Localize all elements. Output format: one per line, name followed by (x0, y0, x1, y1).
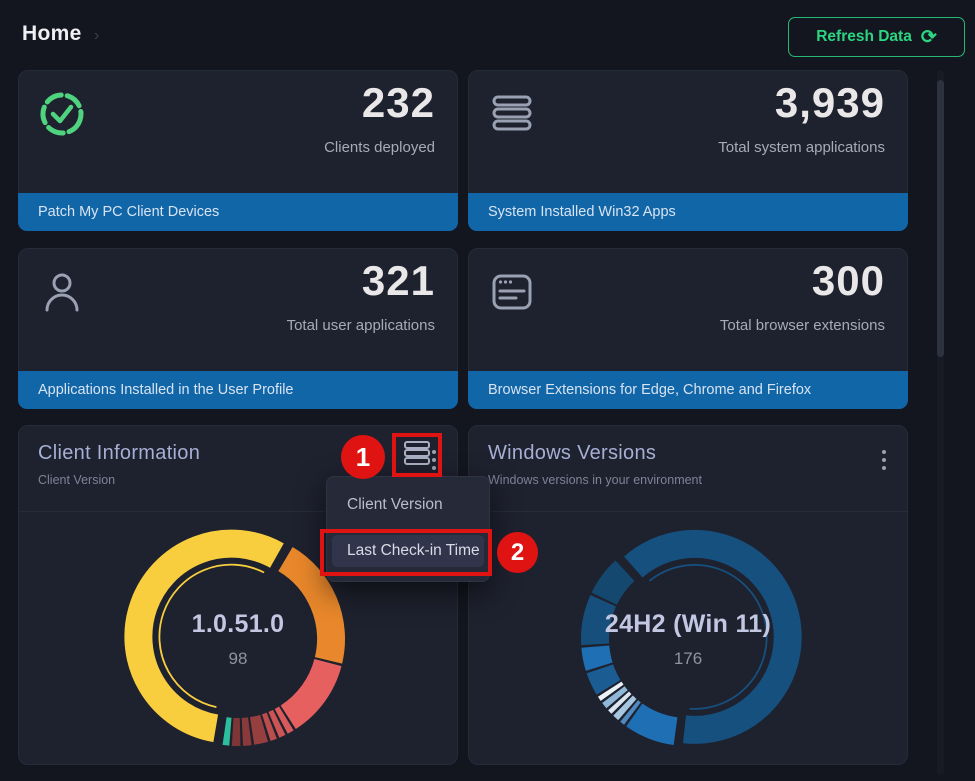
divider (19, 511, 457, 512)
system-applications-footer-link[interactable]: System Installed Win32 Apps (468, 193, 908, 231)
windows-versions-kebab-menu-icon[interactable] (875, 446, 893, 474)
windows-versions-title: Windows Versions (488, 442, 657, 464)
stat-card-browser-extensions: 300 Total browser extensions Browser Ext… (468, 248, 908, 409)
page-title: Home (22, 22, 82, 45)
windows-versions-card: Windows Versions Windows versions in you… (468, 425, 908, 765)
refresh-data-label: Refresh Data (816, 28, 912, 45)
list-bars-icon[interactable] (399, 438, 435, 472)
client-version-donut-chart[interactable] (19, 512, 457, 765)
system-applications-label: Total system applications (718, 139, 885, 156)
browser-window-icon (489, 269, 535, 315)
refresh-icon: ⟳ (920, 26, 937, 48)
windows-versions-donut-chart[interactable] (469, 512, 907, 765)
stat-card-user-applications: 321 Total user applications Applications… (18, 248, 458, 409)
scrollbar-track[interactable] (937, 70, 944, 775)
divider (469, 511, 907, 512)
annotation-step-2-badge: 2 (497, 532, 538, 573)
browser-extensions-footer-link[interactable]: Browser Extensions for Edge, Chrome and … (468, 371, 908, 409)
system-applications-value: 3,939 (774, 79, 885, 126)
menu-item-client-version[interactable]: Client Version (347, 496, 443, 513)
clients-deployed-label: Clients deployed (324, 139, 435, 156)
menu-item-last-check-in-time[interactable]: Last Check-in Time (332, 535, 484, 567)
refresh-data-button[interactable]: Refresh Data ⟳ (788, 17, 965, 57)
annotation-box-list-icon (392, 433, 442, 477)
stat-card-system-applications: 3,939 Total system applications System I… (468, 70, 908, 231)
annotation-box-last-check-in-time (320, 529, 492, 576)
clients-deployed-value: 232 (361, 79, 435, 126)
user-applications-footer-link[interactable]: Applications Installed in the User Profi… (18, 371, 458, 409)
user-applications-label: Total user applications (286, 317, 435, 334)
browser-extensions-label: Total browser extensions (719, 317, 885, 334)
browser-extensions-value: 300 (811, 257, 885, 304)
user-applications-value: 321 (361, 257, 435, 304)
shield-check-icon (39, 91, 85, 137)
client-information-title: Client Information (38, 442, 201, 464)
stat-card-clients-deployed: 232 Clients deployed Patch My PC Client … (18, 70, 458, 231)
user-icon (39, 269, 85, 315)
client-information-subtitle: Client Version (38, 473, 116, 487)
annotation-step-1-badge: 1 (341, 435, 385, 479)
clients-deployed-footer-link[interactable]: Patch My PC Client Devices (18, 193, 458, 231)
breadcrumb-chevron-icon: › (94, 27, 100, 44)
scrollbar-thumb[interactable] (937, 80, 944, 357)
windows-versions-subtitle: Windows versions in your environment (488, 473, 702, 487)
stack-icon (489, 91, 535, 137)
client-information-kebab-menu-icon[interactable] (425, 446, 443, 474)
